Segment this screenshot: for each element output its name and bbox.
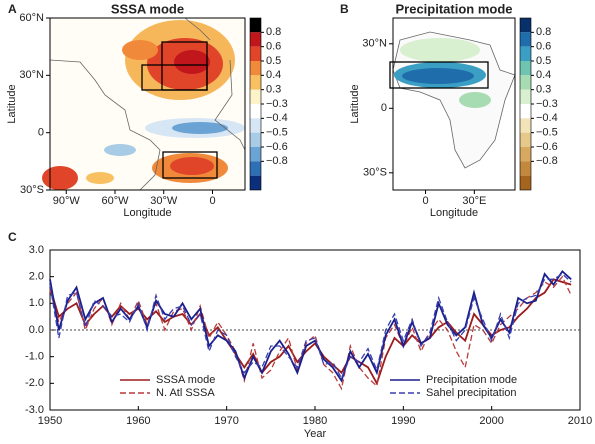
colorbar-segment [250,32,261,47]
colorbar-segment [250,61,261,76]
colorbar-segment [250,104,261,119]
x-tick-label: 90°W [53,195,81,207]
y-tick-label: 60°N [19,12,44,24]
y-tick-label: 30°S [363,167,387,179]
colorbar-segment [520,161,531,176]
x-axis-label: Longitude [430,207,478,219]
colorbar-segment [520,46,531,61]
colorbar-label: −0.4 [536,112,558,124]
chart-title: Precipitation mode [395,1,512,16]
colorbar-label: −0.5 [266,127,288,139]
colorbar-label: −0.3 [266,98,288,110]
colorbar-segment [250,175,261,190]
y-tick-label: 30°S [20,184,44,196]
y-tick-label: 0 [38,127,44,139]
x-tick-label: 1980 [303,415,327,427]
x-tick-label: 60°W [101,195,129,207]
y-tick-label: 0 [381,102,387,114]
x-tick-label: 2010 [568,415,592,427]
colorbar-label: 0.5 [266,55,281,67]
colorbar-label: 0.6 [536,41,551,53]
map-a-field [42,17,246,191]
colorbar-segment [520,89,531,104]
y-tick-label: 3.0 [29,244,44,256]
x-tick-label: 0 [209,195,215,207]
colorbar-segment [520,147,531,162]
colorbar-label: 0.4 [536,69,551,81]
x-tick-label: 2000 [479,415,503,427]
colorbar-label: −0.4 [266,112,288,124]
x-axis-label: Longitude [123,207,171,219]
colorbar-segment [250,147,261,162]
colorbar-label: 0.6 [266,41,281,53]
series-line [49,269,572,383]
y-tick-label: -3.0 [25,404,44,416]
x-tick-label: 30°W [150,195,178,207]
colorbar-segment [520,132,531,147]
series-line [49,273,572,380]
colorbar-label: 0.8 [536,26,551,38]
colorbar-label: −0.6 [536,141,558,153]
y-tick-label: -1.0 [25,351,44,363]
colorbar-segment [520,75,531,90]
map-b-field [389,18,516,190]
x-tick-label: 1960 [126,415,150,427]
x-tick-label: 1990 [391,415,415,427]
colorbar-segment [250,132,261,147]
y-tick-label: -2.0 [25,377,44,389]
x-tick-label: 1970 [214,415,238,427]
colorbar-label: −0.5 [536,127,558,139]
panel-label: A [8,2,17,16]
series-line [49,275,572,391]
colorbar-label: −0.6 [266,141,288,153]
colorbar-label: 0.3 [266,84,281,96]
colorbar-segment [520,104,531,119]
y-axis-label: Latitude [6,84,18,123]
panel-label: B [340,2,349,16]
plot-frame [392,17,516,191]
panel-label: C [8,230,17,244]
colorbar-label: 0.5 [536,55,551,67]
legend-label: N. Atl SSSA [156,387,215,399]
chart-title: SSSA mode [111,1,184,16]
colorbar-segment [520,175,531,190]
colorbar-segment [520,18,531,33]
colorbar-label: −0.8 [266,155,288,167]
colorbar-segment [250,161,261,176]
colorbar-segment [250,46,261,61]
y-axis-label: Latitude [349,84,361,123]
colorbar-label: −0.3 [536,98,558,110]
x-tick-label: 1950 [38,415,62,427]
colorbar-label: 0.8 [266,26,281,38]
colorbar-segment [520,118,531,133]
plot-frame [49,17,246,191]
colorbar-segment [250,75,261,90]
colorbar-segment [250,89,261,104]
series-line [49,278,572,386]
y-tick-label: 30°N [362,38,387,50]
colorbar-segment [520,32,531,47]
colorbar-segment [520,61,531,76]
y-tick-label: 2.0 [29,271,44,283]
y-tick-label: 1.0 [29,297,44,309]
colorbar-segment [250,18,261,33]
y-tick-label: 0.0 [29,324,44,336]
legend-label: Precipitation mode [426,374,517,386]
x-tick-label: 0 [422,195,428,207]
legend-label: SSSA mode [156,374,215,386]
legend-label: Sahel precipitation [426,387,517,399]
x-axis-label: Year [304,428,327,440]
colorbar-segment [250,118,261,133]
y-tick-label: 30°N [19,69,44,81]
colorbar-label: 0.3 [536,84,551,96]
colorbar-label: 0.4 [266,69,281,81]
x-tick-label: 30°E [462,195,486,207]
colorbar-label: −0.8 [536,155,558,167]
